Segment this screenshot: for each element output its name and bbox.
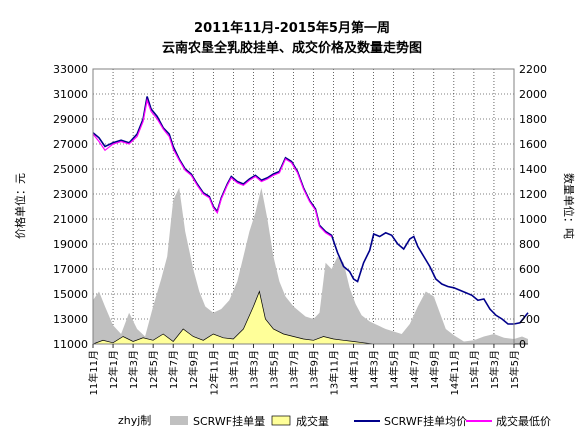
x-tick-label: 11年11月 [87, 350, 100, 395]
x-tick-label: 15年5月 [508, 350, 521, 389]
chart-title: 2011年11月-2015年5月第一周 [194, 20, 390, 36]
y-tick-left-label: 27000 [53, 138, 88, 151]
y-axis-right-ticks: 2200200018001600140012001000800600400200… [519, 63, 547, 351]
x-tick-label: 12年7月 [167, 350, 180, 389]
x-tick-label: 14年3月 [368, 350, 381, 389]
y-tick-left-label: 31000 [53, 88, 88, 101]
credit-label: zhyj制 [118, 414, 151, 427]
x-axis-ticks: 11年11月 12年1月 12年3月 12年5月 12年7月 12年9月 12年11月 13年… [87, 344, 521, 395]
y-tick-left-label: 17000 [53, 263, 88, 276]
y-tick-right-label: 1200 [519, 188, 547, 201]
legend-label: SCRWF挂单均价 [384, 414, 467, 428]
y-tick-right-label: 1000 [519, 213, 547, 226]
x-tick-label: 13年5月 [267, 350, 280, 389]
series-area [92, 187, 529, 345]
x-tick-label: 15年1月 [468, 350, 481, 389]
y-tick-left-label: 19000 [53, 238, 88, 251]
y-tick-right-label: 200 [519, 313, 540, 326]
legend-label: 成交最低价 [496, 414, 551, 428]
y-tick-left-label: 29000 [53, 113, 88, 126]
legend-label: 成交量 [296, 414, 329, 428]
series-lines [92, 96, 529, 325]
chart-subtitle: 云南农垦全乳胶挂单、成交价格及数量走势图 [162, 40, 422, 56]
legend-label: SCRWF挂单量 [193, 414, 265, 428]
y-tick-right-label: 2000 [519, 88, 547, 101]
series-3-line [92, 98, 332, 238]
series-1-area [92, 290, 529, 345]
legend: zhyj制 SCRWF挂单量 成交量 SCRWF挂单均价 成交最低价 [118, 414, 551, 428]
x-tick-label: 13年11月 [328, 350, 341, 395]
y-tick-left-label: 11000 [53, 338, 88, 351]
series-2-line [92, 96, 529, 325]
y-tick-left-label: 21000 [53, 213, 88, 226]
x-tick-label: 12年11月 [207, 350, 220, 395]
y-tick-right-label: 1600 [519, 138, 547, 151]
x-tick-label: 13年7月 [287, 350, 300, 389]
y-tick-right-label: 0 [519, 338, 526, 351]
x-tick-label: 12年5月 [147, 350, 160, 389]
y-axis-right-label: 数量单位：吨 [562, 173, 576, 239]
x-tick-label: 15年3月 [488, 350, 501, 389]
x-tick-label: 12年9月 [187, 350, 200, 389]
x-tick-label: 12年3月 [127, 350, 140, 389]
y-tick-right-label: 600 [519, 263, 540, 276]
y-tick-left-label: 33000 [53, 63, 88, 76]
y-axis-left-label: 价格单位：元 [13, 173, 27, 239]
x-tick-label: 13年9月 [308, 350, 321, 389]
x-tick-label: 14年5月 [388, 350, 401, 389]
y-tick-right-label: 1800 [519, 113, 547, 126]
y-tick-right-label: 2200 [519, 63, 547, 76]
x-tick-label: 14年7月 [408, 350, 421, 389]
y-tick-right-label: 800 [519, 238, 540, 251]
y-tick-right-label: 400 [519, 288, 540, 301]
y-tick-left-label: 25000 [53, 163, 88, 176]
legend-swatch [271, 415, 291, 426]
y-tick-left-label: 15000 [53, 288, 88, 301]
y-tick-left-label: 13000 [53, 313, 88, 326]
plot-frame [92, 68, 515, 345]
grid [93, 68, 514, 345]
x-tick-label: 14年9月 [428, 350, 441, 389]
x-tick-label: 13年1月 [227, 350, 240, 389]
x-tick-label: 12年1月 [107, 350, 120, 389]
y-tick-left-label: 23000 [53, 188, 88, 201]
y-tick-right-label: 1400 [519, 163, 547, 176]
y-axis-left-ticks: 33000 31000 29000 27000 25000 23000 21000 19000… [53, 63, 88, 351]
series-0-area [93, 187, 529, 344]
x-tick-label: 14年11月 [448, 350, 461, 395]
x-tick-label: 13年3月 [247, 350, 260, 389]
legend-swatch [170, 416, 188, 425]
x-tick-label: 14年1月 [348, 350, 361, 389]
